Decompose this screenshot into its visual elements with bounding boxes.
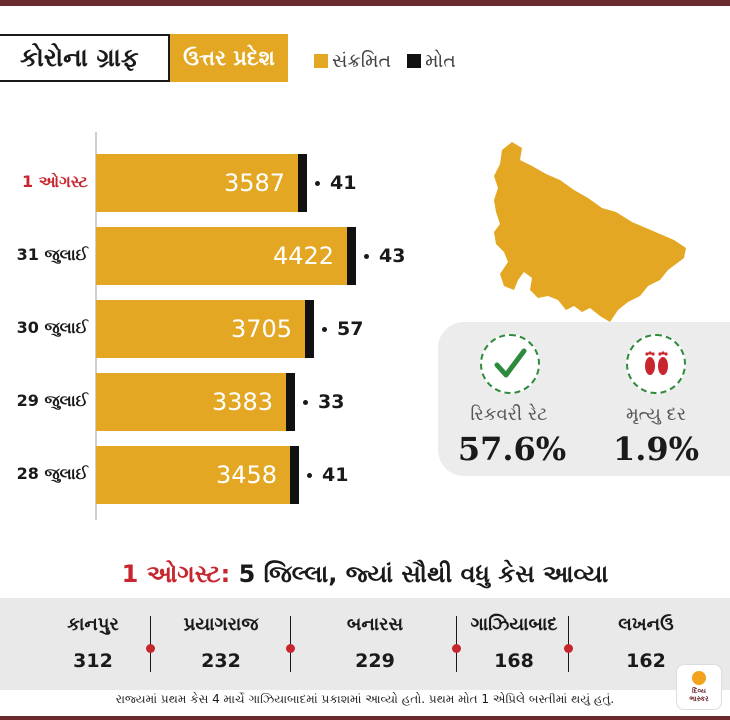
bottom-border xyxy=(0,716,730,720)
top-border xyxy=(0,0,730,6)
death-rate-label: મૃત્યુ દર xyxy=(625,404,687,425)
sun-icon xyxy=(692,671,706,685)
bar-deaths xyxy=(347,227,356,285)
bar-value-label: 3383 xyxy=(212,388,274,416)
bar-infected xyxy=(96,446,299,504)
district-name: બનારસ xyxy=(346,614,404,635)
legend-swatch-infected xyxy=(314,54,328,68)
districts-title-date: 1 ઓગસ્ટ: xyxy=(121,560,231,588)
state-name: ઉત્તર પ્રદેશ xyxy=(183,45,275,70)
death-label: 33 xyxy=(303,373,344,431)
district-value: 168 xyxy=(494,650,534,672)
legend-swatch-deaths xyxy=(407,54,422,68)
bar-category-label: 29 જુલાઈ xyxy=(16,391,88,410)
uttar-pradesh-map-icon xyxy=(494,142,686,322)
death-label: 41 xyxy=(307,446,348,504)
district-value: 229 xyxy=(355,650,395,672)
bar-infected xyxy=(96,373,295,431)
death-value-label: 41 xyxy=(322,464,349,486)
checkmark-icon xyxy=(480,334,540,394)
chart-title: કોરોના ગ્રાફ xyxy=(20,43,139,72)
bar-category-label: 31 જુલાઈ xyxy=(16,245,88,264)
death-rate-value: 1.9% xyxy=(612,430,700,468)
district-value: 162 xyxy=(626,650,666,672)
districts-title-text: 5 જિલ્લા, જ્યાં સૌથી વધુ કેસ આવ્યા xyxy=(238,560,609,588)
logo-line-2: ભાસ્કર xyxy=(689,695,709,703)
districts-panel xyxy=(0,598,730,690)
bar-value-label: 4422 xyxy=(273,242,335,270)
logo-line-1: દિવ્ય xyxy=(692,687,706,695)
footnote: રાજ્યમાં પ્રથમ કેસ 4 માર્ચે ગાઝિયાબાદમાં… xyxy=(115,692,615,706)
bar-infected xyxy=(96,227,356,285)
death-label: 57 xyxy=(322,300,363,358)
bar-category-label: 28 જુલાઈ xyxy=(16,464,88,483)
district-name: લખનઉ xyxy=(618,614,674,635)
death-value-label: 33 xyxy=(318,391,345,413)
bar-value-label: 3458 xyxy=(216,461,278,489)
bar-deaths xyxy=(290,446,299,504)
bullet-dot xyxy=(303,399,308,405)
recovery-rate-value: 57.6% xyxy=(457,430,567,468)
death-value-label: 43 xyxy=(379,245,406,267)
bar-category-label: 30 જુલાઈ xyxy=(16,318,88,337)
chart-legend: સંક્રમિત મોત xyxy=(314,50,472,72)
divya-bhaskar-logo: દિવ્ય ભાસ્કર xyxy=(676,664,722,710)
bar-infected xyxy=(96,154,307,212)
district-value: 312 xyxy=(73,650,113,672)
bullet-dot xyxy=(364,253,369,259)
bar-deaths xyxy=(305,300,314,358)
district-name: પ્રયાગરાજ xyxy=(183,614,259,635)
bar-category-label: 1 ઓગસ્ટ xyxy=(22,172,88,191)
chart-title-box: કોરોના ગ્રાફ xyxy=(0,34,170,82)
district-separator xyxy=(452,616,461,672)
legend-item-infected: સંક્રમિત xyxy=(314,50,391,72)
death-label: 43 xyxy=(364,227,405,285)
district-separator xyxy=(146,616,155,672)
legend-item-deaths: મોત xyxy=(407,50,456,72)
bar-deaths xyxy=(298,154,307,212)
death-label: 41 xyxy=(315,154,356,212)
bar-infected xyxy=(96,300,314,358)
district-separator xyxy=(286,616,295,672)
district-separator xyxy=(564,616,573,672)
legend-label-deaths: મોત xyxy=(425,50,456,72)
district-value: 232 xyxy=(201,650,241,672)
bar-value-label: 3587 xyxy=(224,169,286,197)
bullet-dot xyxy=(307,472,312,478)
death-value-label: 41 xyxy=(330,172,357,194)
bullet-dot xyxy=(322,326,327,332)
death-value-label: 57 xyxy=(337,318,364,340)
recovery-rate-label: રિકવરી રેટ xyxy=(470,404,548,425)
districts-title: 1 ઓગસ્ટ: 5 જિલ્લા, જ્યાં સૌથી વધુ કેસ આવ… xyxy=(0,560,730,588)
state-tag: ઉત્તર પ્રદેશ xyxy=(170,34,288,82)
bar-value-label: 3705 xyxy=(231,315,293,343)
district-name: ગાઝિયાબાદ xyxy=(470,614,558,635)
bar-deaths xyxy=(286,373,295,431)
legend-label-infected: સંક્રમિત xyxy=(332,50,392,72)
district-name: કાનપુર xyxy=(67,614,119,635)
footprints-icon xyxy=(626,334,686,394)
bullet-dot xyxy=(315,180,320,186)
